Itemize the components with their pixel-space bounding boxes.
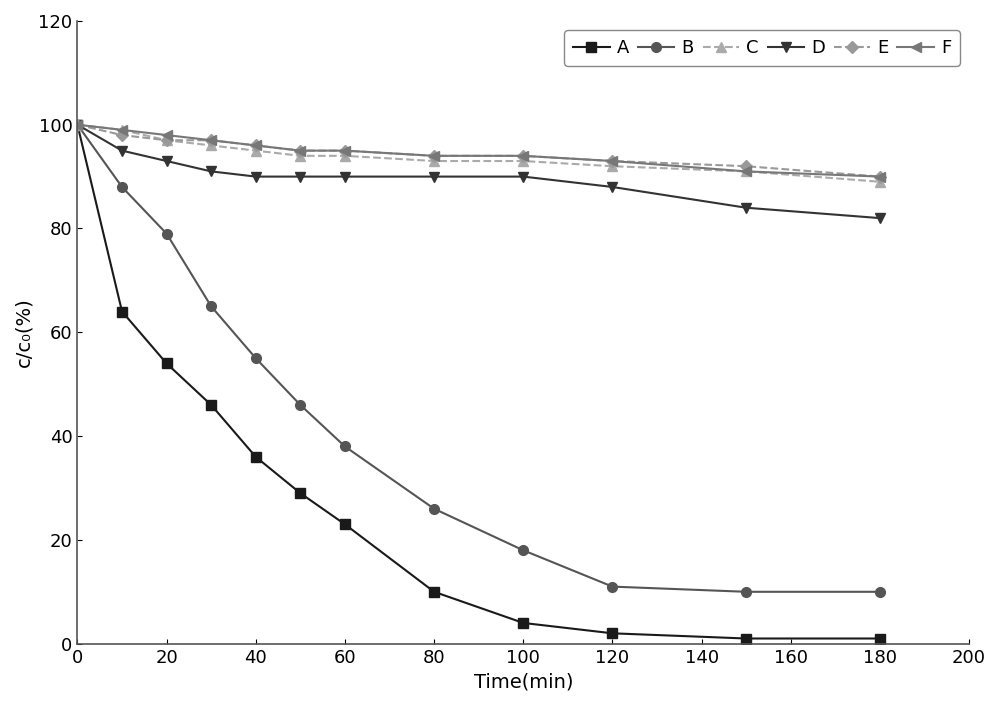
- B: [517, 546, 529, 555]
- Line: D: D: [73, 120, 885, 223]
- A: [874, 634, 886, 643]
- E: [517, 152, 529, 160]
- Line: E: E: [73, 121, 884, 180]
- F: [606, 157, 618, 165]
- Legend: A, B, C, D, E, F: A, B, C, D, E, F: [564, 30, 960, 66]
- E: [71, 121, 83, 129]
- A: [71, 121, 83, 129]
- C: [294, 152, 306, 160]
- F: [250, 141, 262, 149]
- B: [606, 582, 618, 591]
- F: [517, 152, 529, 160]
- F: [428, 152, 440, 160]
- A: [250, 453, 262, 461]
- A: [740, 634, 752, 643]
- Line: C: C: [73, 120, 885, 187]
- Line: A: A: [73, 120, 885, 644]
- E: [116, 131, 128, 140]
- F: [205, 136, 217, 145]
- B: [339, 442, 351, 450]
- A: [205, 400, 217, 409]
- F: [116, 125, 128, 134]
- F: [71, 121, 83, 129]
- D: [339, 172, 351, 180]
- D: [428, 172, 440, 180]
- F: [874, 172, 886, 180]
- C: [428, 157, 440, 165]
- E: [740, 162, 752, 171]
- E: [205, 136, 217, 145]
- X-axis label: Time(min): Time(min): [474, 672, 573, 691]
- D: [116, 147, 128, 155]
- E: [428, 152, 440, 160]
- Y-axis label: c/c₀(%): c/c₀(%): [14, 298, 33, 367]
- B: [874, 587, 886, 596]
- A: [339, 520, 351, 529]
- D: [517, 172, 529, 180]
- B: [428, 505, 440, 513]
- B: [294, 400, 306, 409]
- E: [874, 172, 886, 180]
- E: [161, 136, 173, 145]
- C: [606, 162, 618, 171]
- E: [250, 141, 262, 149]
- A: [606, 629, 618, 637]
- D: [71, 121, 83, 129]
- B: [205, 302, 217, 311]
- D: [740, 204, 752, 212]
- A: [161, 360, 173, 368]
- B: [740, 587, 752, 596]
- C: [740, 167, 752, 176]
- F: [740, 167, 752, 176]
- D: [606, 183, 618, 191]
- F: [339, 147, 351, 155]
- D: [205, 167, 217, 176]
- B: [71, 121, 83, 129]
- F: [161, 131, 173, 140]
- B: [250, 354, 262, 362]
- A: [116, 307, 128, 316]
- C: [874, 178, 886, 186]
- C: [517, 157, 529, 165]
- C: [250, 147, 262, 155]
- B: [116, 183, 128, 191]
- E: [339, 147, 351, 155]
- D: [250, 172, 262, 180]
- C: [205, 141, 217, 149]
- C: [116, 125, 128, 134]
- D: [294, 172, 306, 180]
- D: [161, 157, 173, 165]
- D: [874, 214, 886, 222]
- A: [428, 587, 440, 596]
- E: [294, 147, 306, 155]
- Line: F: F: [73, 120, 885, 181]
- C: [161, 136, 173, 145]
- E: [606, 157, 618, 165]
- B: [161, 229, 173, 238]
- C: [71, 121, 83, 129]
- Line: B: B: [73, 120, 885, 596]
- A: [517, 619, 529, 627]
- A: [294, 489, 306, 498]
- C: [339, 152, 351, 160]
- F: [294, 147, 306, 155]
